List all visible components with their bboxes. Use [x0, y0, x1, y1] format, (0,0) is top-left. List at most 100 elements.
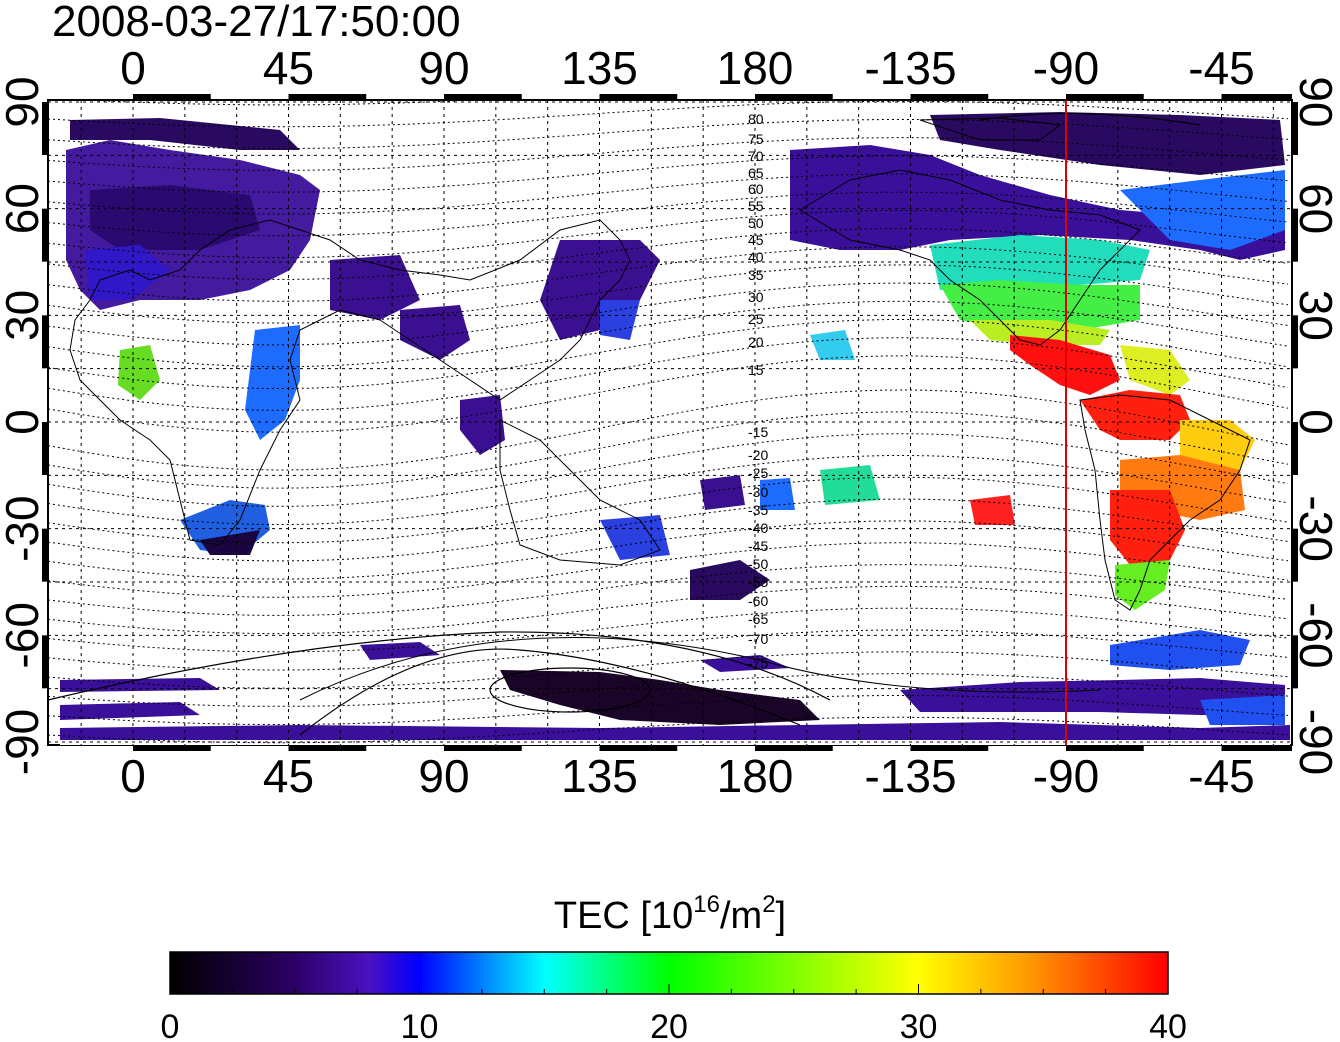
tec-patch [760, 478, 795, 510]
tec-patch [1110, 630, 1250, 670]
tec-patch [930, 112, 1285, 175]
right-latitude-labels: 90 60 30 0 -30 -60 -90 [1290, 76, 1340, 775]
tec-patch [60, 722, 1290, 740]
colorbar [169, 951, 1169, 995]
longitude-tick-label: 135 [561, 750, 638, 802]
contour-label: -35 [748, 502, 768, 518]
frame-tick [288, 94, 367, 100]
contour-label: 70 [748, 148, 764, 164]
contour-line [48, 433, 1289, 507]
contour-label: 55 [748, 198, 764, 214]
latitude-tick-label: -30 [0, 495, 48, 561]
longitude-tick-label: -90 [1033, 42, 1099, 94]
frame-tick [910, 94, 989, 100]
latitude-tick-label: -60 [0, 602, 48, 668]
bottom-longitude-labels: 0 45 90 135 180 -135 -90 -45 [120, 750, 1255, 802]
longitude-tick-label: 0 [120, 42, 146, 94]
frame-tick [42, 315, 48, 369]
contour-line [48, 673, 1289, 707]
frame-tick [910, 745, 989, 751]
tec-patch [70, 118, 300, 150]
contour-line [48, 355, 1289, 433]
frame-tick [1292, 315, 1298, 369]
contour-label: 15 [748, 362, 764, 378]
contour-label: 45 [748, 232, 764, 248]
contour-label: -30 [748, 484, 768, 500]
tec-patch [970, 320, 1110, 345]
tec-patch [60, 702, 200, 720]
colorbar-tick-label: 10 [401, 1008, 439, 1042]
tec-patch [500, 670, 820, 725]
tec-patch [600, 515, 670, 560]
longitude-tick-label: -45 [1188, 42, 1254, 94]
longitude-tick-label: 135 [561, 42, 638, 94]
grid-lines [48, 100, 1292, 745]
contour-label: -50 [748, 556, 768, 572]
tec-patch [810, 330, 855, 360]
contour-line [48, 716, 1289, 744]
tec-patch [1110, 490, 1185, 565]
longitude-tick-label: -45 [1188, 750, 1254, 802]
contour-label: -20 [748, 447, 768, 463]
colorbar-tick-label: 40 [1149, 1008, 1187, 1042]
longitude-tick-label: 45 [263, 750, 314, 802]
longitude-tick-label: -135 [864, 750, 956, 802]
frame-tick [42, 208, 48, 262]
tec-patch [118, 345, 160, 400]
top-longitude-labels: 0 45 90 135 180 -135 -90 -45 [120, 42, 1255, 94]
contour-line [48, 389, 1289, 471]
tec-patch [245, 325, 300, 440]
tec-patch [820, 465, 880, 505]
contour-line [48, 651, 1289, 689]
magnetic-latitude-contours [48, 100, 1289, 744]
colorbar-tick-label: 20 [650, 1008, 688, 1042]
contour-label: -65 [748, 611, 768, 627]
longitude-tick-label: 180 [717, 750, 794, 802]
frame-tick [1066, 94, 1144, 100]
tec-patch [900, 678, 1285, 715]
latitude-tick-label: 30 [1290, 290, 1340, 341]
frame-tick [42, 102, 48, 155]
contour-line [48, 228, 1289, 280]
contour-label: 75 [748, 131, 764, 147]
longitude-tick-label: 90 [418, 42, 469, 94]
tec-patch [970, 495, 1015, 525]
latitude-tick-label: 0 [1290, 409, 1340, 435]
colorbar-ticks [169, 984, 1169, 994]
tec-patch [200, 530, 260, 555]
tec-patch [1120, 170, 1285, 250]
left-latitude-labels: 90 60 30 0 -30 -60 -90 [0, 76, 48, 775]
frame-tick [755, 94, 833, 100]
tec-patch [460, 395, 505, 455]
longitude-tick-label: -135 [864, 42, 956, 94]
tec-patch [600, 300, 640, 340]
tec-patch [1115, 560, 1170, 610]
latitude-tick-label: -30 [1290, 495, 1340, 561]
tec-patch [85, 245, 170, 300]
colorbar-title: TEC [1016/m2] [554, 891, 786, 937]
longitude-tick-label: 180 [717, 42, 794, 94]
frame-tick [133, 94, 211, 100]
contour-label: 40 [748, 249, 764, 265]
contour-label: 80 [748, 111, 764, 127]
contour-line [48, 191, 1289, 237]
contour-line [48, 607, 1289, 653]
longitude-tick-label: 45 [263, 42, 314, 94]
frame-tick [1292, 102, 1298, 155]
latitude-tick-label: -90 [0, 709, 48, 775]
frame-tick [1221, 94, 1292, 100]
frame-tick [1066, 745, 1144, 751]
frame-tick [288, 745, 367, 751]
contour-label: 35 [748, 267, 764, 283]
frame-tick [133, 745, 211, 751]
latitude-tick-label: 30 [0, 290, 48, 341]
contour-label: 50 [748, 215, 764, 231]
contour-line [48, 100, 1289, 128]
contour-line [48, 695, 1289, 725]
contour-label: -55 [748, 574, 768, 590]
contour-line [73, 100, 486, 106]
contour-label: 20 [748, 334, 764, 350]
contour-line [48, 119, 1289, 149]
